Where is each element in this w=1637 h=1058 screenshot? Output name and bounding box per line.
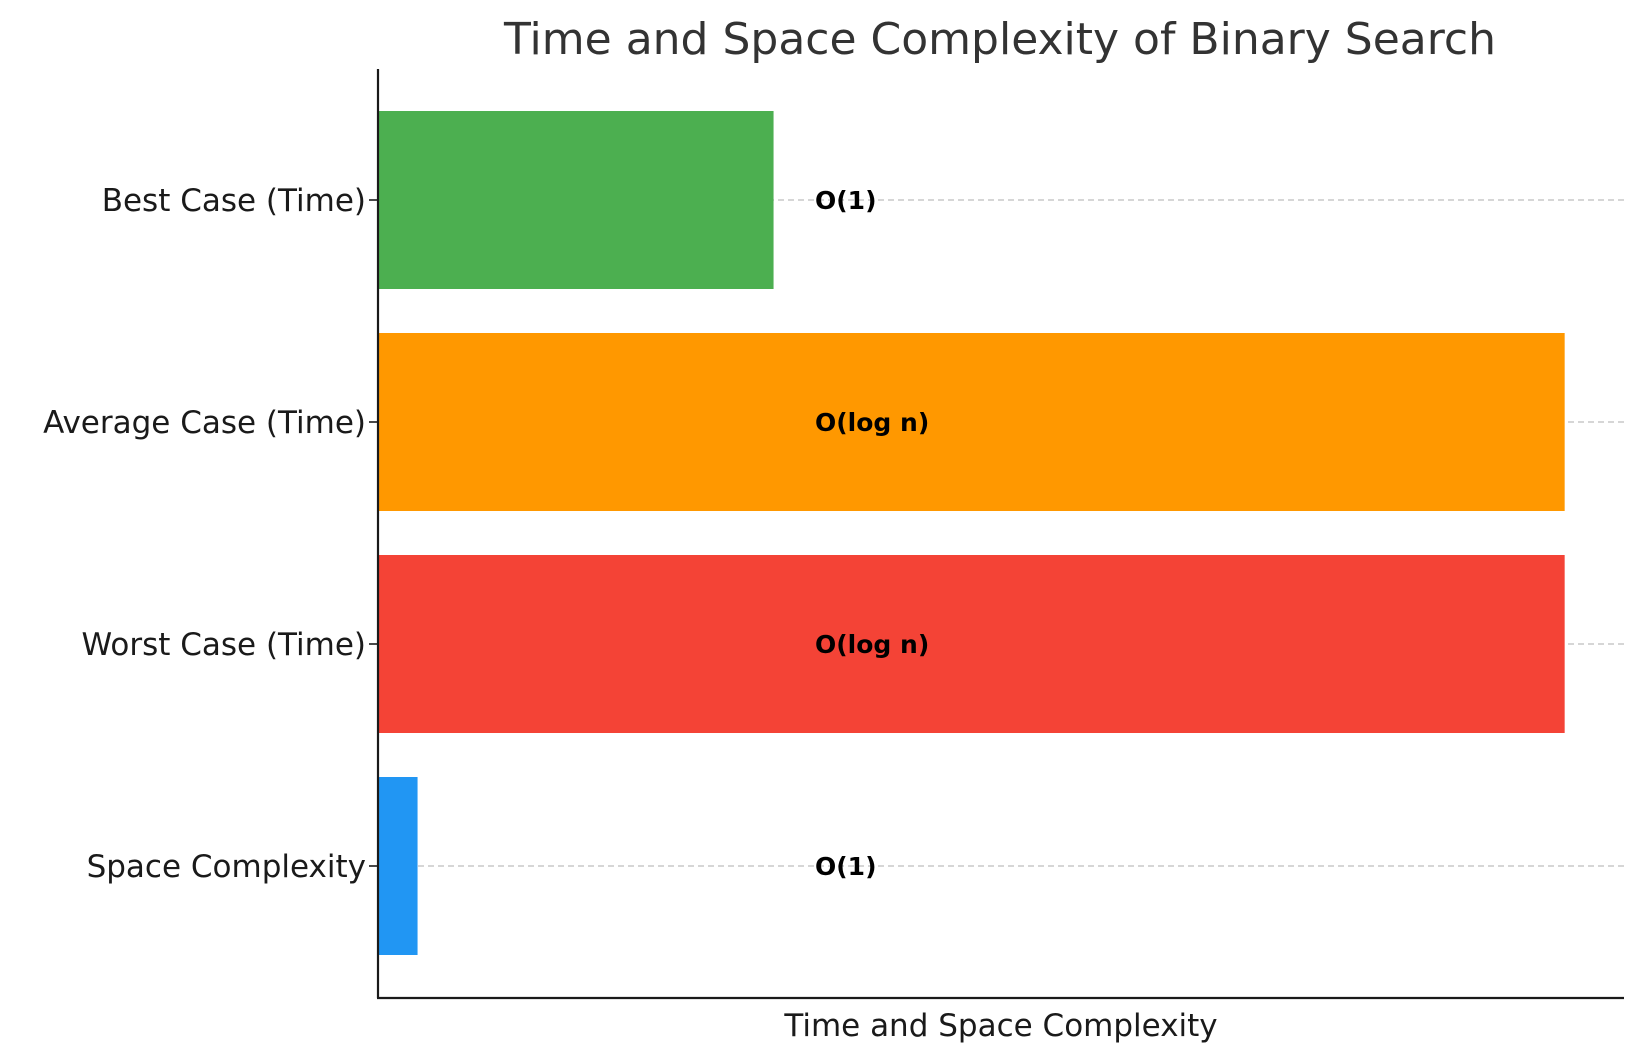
y-tick-label-worst-case-time: Worst Case (Time) <box>82 627 366 663</box>
gridlines <box>378 199 1624 867</box>
bars <box>378 111 1565 955</box>
x-axis-label: Time and Space Complexity <box>783 1008 1217 1044</box>
axes <box>376 69 1624 1000</box>
y-tick-label-space-complexity: Space Complexity <box>87 849 366 885</box>
chart-title: Time and Space Complexity of Binary Sear… <box>503 14 1496 65</box>
y-tick-label-best-case-time: Best Case (Time) <box>102 183 366 219</box>
y-ticks: Best Case (Time) Average Case (Time) Worst… <box>43 183 378 885</box>
data-label-space-complexity: O(1) <box>815 852 877 881</box>
bar-worst-case-time <box>378 555 1565 733</box>
data-label-worst-case-time: O(log n) <box>815 630 929 659</box>
data-label-best-case-time: O(1) <box>815 186 877 215</box>
data-labels: O(1) O(log n) O(log n) O(1) <box>815 186 929 881</box>
y-tick-label-average-case-time: Average Case (Time) <box>43 405 366 441</box>
bar-space-complexity <box>378 777 418 955</box>
data-label-average-case-time: O(log n) <box>815 408 929 437</box>
bar-average-case-time <box>378 333 1565 511</box>
bar-best-case-time <box>378 111 774 289</box>
